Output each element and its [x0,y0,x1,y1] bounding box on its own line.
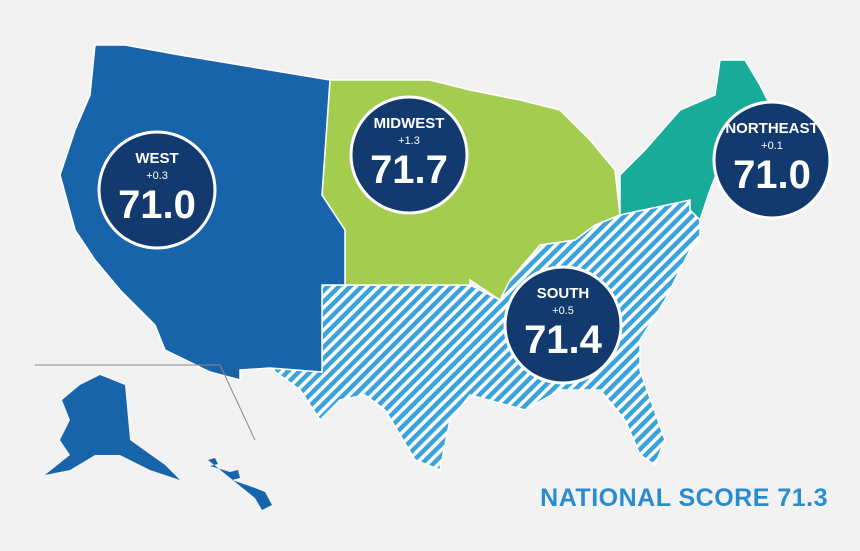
region-bubble [97,130,217,250]
hawaii [208,458,272,510]
region-bubble [349,95,469,215]
region-score: 71.0 [118,183,196,227]
region-name: SOUTH [537,285,590,302]
region-name: MIDWEST [374,115,445,132]
region-name: NORTHEAST [725,120,818,137]
region-bubble [712,100,832,220]
national-value: 71.3 [777,484,828,512]
national-label: NATIONAL SCORE [540,484,770,512]
region-change: +1.3 [398,135,420,147]
national-score: NATIONAL SCORE 71.3 [540,484,828,512]
region-score: 71.0 [733,153,811,197]
region-score: 71.7 [370,148,448,192]
region-change: +0.1 [761,140,783,152]
region-score: 71.4 [524,318,603,362]
alaska [45,375,180,480]
region-name: WEST [135,150,178,167]
inset-divider [35,364,256,441]
region-change: +0.5 [552,305,574,317]
region-change: +0.3 [146,170,168,182]
region-bubble [503,265,623,385]
region-bubbles: WEST+0.371.0MIDWEST+1.371.7NORTHEAST+0.1… [97,95,832,385]
